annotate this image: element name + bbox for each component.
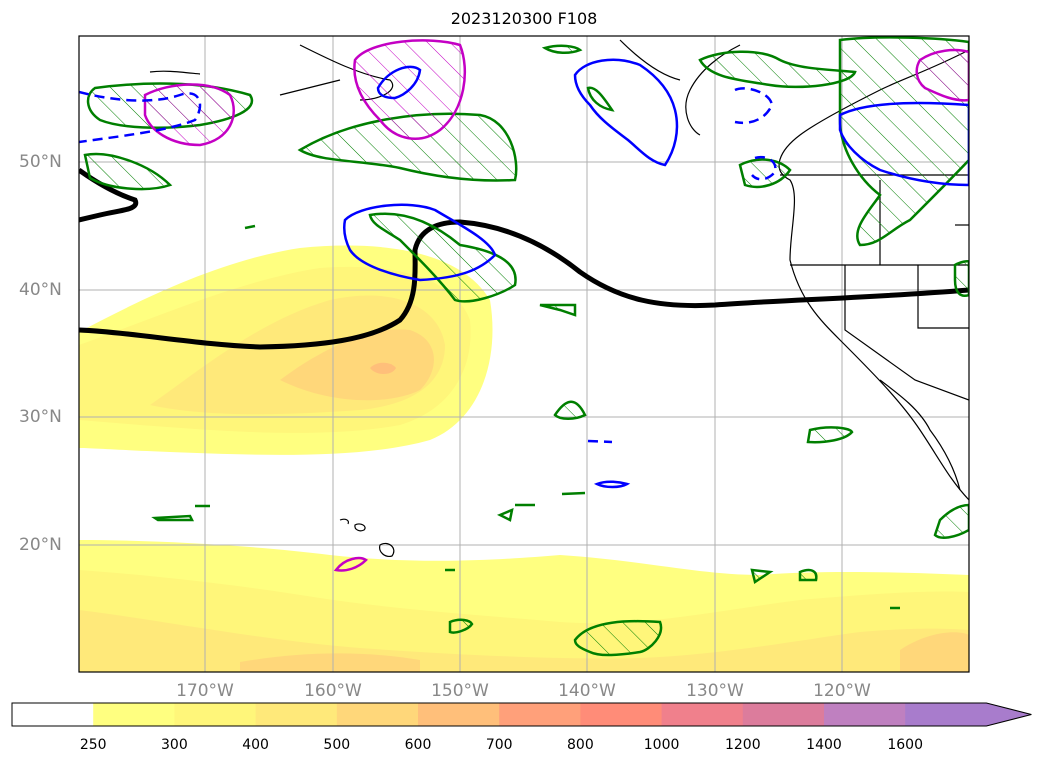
colorbar-tick-label: 700: [485, 737, 513, 753]
colorbar-segment: [661, 703, 744, 726]
lon-label-150w: 150°W: [431, 681, 489, 701]
colorbar-segment: [905, 703, 987, 726]
blue-contours: [342, 58, 969, 489]
graticule: [79, 36, 969, 672]
colorbar-segment: [12, 703, 94, 726]
colorbar-segment: [580, 703, 663, 726]
lon-label-170w: 170°W: [176, 681, 234, 701]
colorbar-extend-arrow: [986, 703, 1032, 726]
colorbar-segment: [418, 703, 500, 726]
colorbar-tick-label: 600: [404, 737, 432, 753]
colorbar-tick-label: 1000: [643, 737, 680, 753]
magenta-small-contour: [333, 556, 368, 572]
colorbar-tick-label: 1600: [887, 737, 923, 753]
ivt-shading-south: [79, 540, 969, 672]
colorbar-segment: [174, 703, 257, 726]
colorbar-segment: [255, 703, 338, 726]
colorbar-tick-label: 1400: [806, 737, 842, 753]
lat-label-40n: 40°N: [19, 280, 62, 300]
map-title: 2023120300 F108: [450, 9, 598, 28]
colorbar: [11, 702, 1032, 727]
map-frame: [78, 35, 970, 673]
ivt-shading-north: [79, 245, 493, 455]
colorbar-segment: [824, 703, 906, 726]
lat-label-20n: 20°N: [19, 535, 62, 555]
colorbar-segment: [336, 703, 419, 726]
colorbar-outline: [11, 702, 1032, 727]
colorbar-segment: [742, 703, 825, 726]
lat-label-50n: 50°N: [19, 152, 62, 172]
lon-label-140w: 140°W: [558, 681, 616, 701]
lat-label-30n: 30°N: [19, 407, 62, 427]
lon-label-130w: 130°W: [686, 681, 744, 701]
colorbar-tick-label: 300: [161, 737, 188, 753]
colorbar-tick-label: 800: [567, 737, 594, 753]
colorbar-segment: [499, 703, 581, 726]
lon-label-120w: 120°W: [813, 681, 871, 701]
colorbar-tick-label: 250: [79, 737, 107, 753]
green-small-contours: [151, 86, 900, 610]
colorbar-tick-label: 500: [323, 737, 351, 753]
colorbar-tick-label: 400: [242, 737, 269, 753]
blue-dashed-contours: [79, 87, 777, 444]
colorbar-segment: [93, 703, 175, 726]
colorbar-tick-label: 1200: [724, 737, 761, 753]
lon-label-160w: 160°W: [304, 681, 362, 701]
